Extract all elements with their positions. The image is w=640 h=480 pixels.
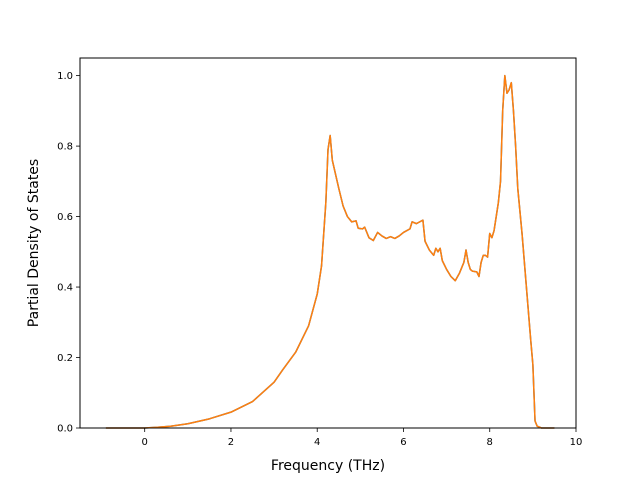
x-tick-label: 4 (314, 437, 320, 448)
y-tick-label: 0.8 (57, 142, 73, 153)
ticks-layer: 0 2 4 6 8 10 0.0 0.2 0.4 0.6 0.8 1.0 (57, 71, 582, 448)
x-tick-label: 6 (400, 437, 406, 448)
x-tick-label: 8 (487, 437, 493, 448)
series-layer (105, 74, 555, 429)
x-tick-label: 0 (142, 437, 148, 448)
x-tick-label: 10 (570, 437, 583, 448)
y-axis-label: Partial Density of States (26, 159, 42, 327)
x-tick-label: 2 (228, 437, 234, 448)
y-tick-label: 0.4 (57, 283, 73, 294)
series-line-1 (105, 74, 555, 429)
series-line-2 (105, 74, 555, 429)
y-tick-label: 0.0 (57, 424, 73, 435)
plot-frame (79, 57, 577, 429)
x-axis-label: Frequency (THz) (271, 458, 385, 474)
y-tick-label: 1.0 (57, 71, 73, 82)
y-tick-label: 0.2 (57, 353, 73, 364)
y-tick-label: 0.6 (57, 212, 73, 223)
